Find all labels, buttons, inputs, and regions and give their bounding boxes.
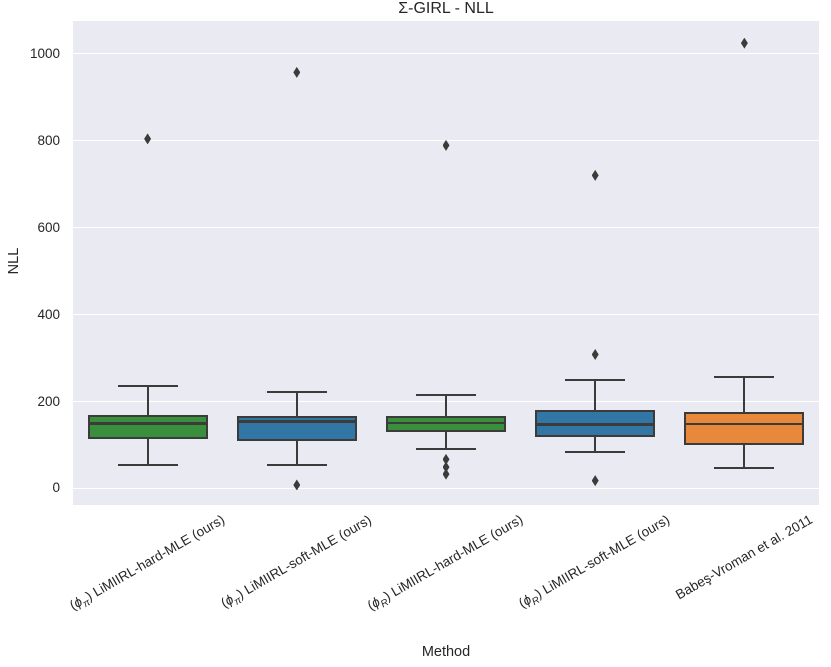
median-line	[686, 422, 803, 426]
y-tick-label: 400	[37, 306, 60, 322]
phi-subscript: π	[232, 594, 244, 608]
phi-symbol: ϕπ	[221, 591, 244, 609]
whisker-cap	[416, 448, 476, 451]
median-line	[388, 422, 504, 425]
gridline-y-400	[73, 313, 819, 316]
whisker-cap	[714, 467, 775, 470]
phi-subscript: π	[80, 597, 93, 611]
outlier-diamond	[591, 475, 599, 487]
outlier-diamond	[442, 453, 450, 465]
gridline-y-1000	[73, 52, 819, 55]
x-tick-label: (ϕπ) LiMIIRL-hard-MLE (ours)	[66, 512, 227, 614]
outlier-diamond	[442, 461, 450, 473]
outlier-diamond	[293, 66, 301, 78]
outlier-diamond	[442, 139, 450, 151]
outlier-diamond	[591, 349, 599, 361]
box	[684, 411, 805, 446]
outlier-diamond	[740, 37, 748, 49]
whisker-cap	[117, 384, 178, 387]
whisker-cap	[565, 378, 626, 381]
phi-symbol: ϕR	[368, 594, 391, 612]
x-tick-label: Babeş-Vroman et al. 2011	[673, 511, 816, 603]
whisker-cap	[714, 376, 775, 379]
median-line	[89, 422, 206, 425]
x-tick-label: (ϕR) LiMIIRL-soft-MLE (ours)	[516, 512, 673, 611]
gridline-y-0	[73, 487, 819, 490]
x-tick-label: (ϕπ) LiMIIRL-soft-MLE (ours)	[218, 512, 374, 611]
y-tick-label: 800	[37, 132, 60, 148]
x-axis-label: Method	[421, 644, 471, 660]
x-tick-label: (ϕR) LiMIIRL-hard-MLE (ours)	[364, 512, 526, 614]
whisker-cap	[117, 463, 178, 466]
phi-symbol: ϕπ	[70, 594, 93, 611]
median-line	[238, 420, 355, 423]
plot-area	[73, 21, 819, 505]
outlier-diamond	[442, 468, 450, 480]
whisker-cap	[416, 393, 476, 396]
outlier-diamond	[293, 479, 301, 491]
gridline-y-600	[73, 226, 819, 229]
whisker-cap	[565, 450, 626, 453]
outlier-diamond	[591, 169, 599, 181]
phi-subscript: R	[530, 595, 543, 609]
y-tick-label: 200	[37, 393, 60, 409]
phi-symbol: ϕR	[520, 592, 543, 609]
whisker-cap	[266, 390, 327, 393]
median-line	[537, 423, 654, 426]
chart-title: Σ-GIRL - NLL	[398, 0, 494, 17]
y-tick-label: 0	[52, 480, 60, 496]
y-tick-label: 600	[37, 219, 60, 235]
whisker-cap	[266, 464, 327, 467]
outlier-diamond	[144, 133, 152, 145]
box	[87, 414, 208, 439]
y-tick-label: 1000	[29, 45, 60, 61]
box	[236, 415, 357, 441]
phi-subscript: R	[379, 597, 391, 611]
